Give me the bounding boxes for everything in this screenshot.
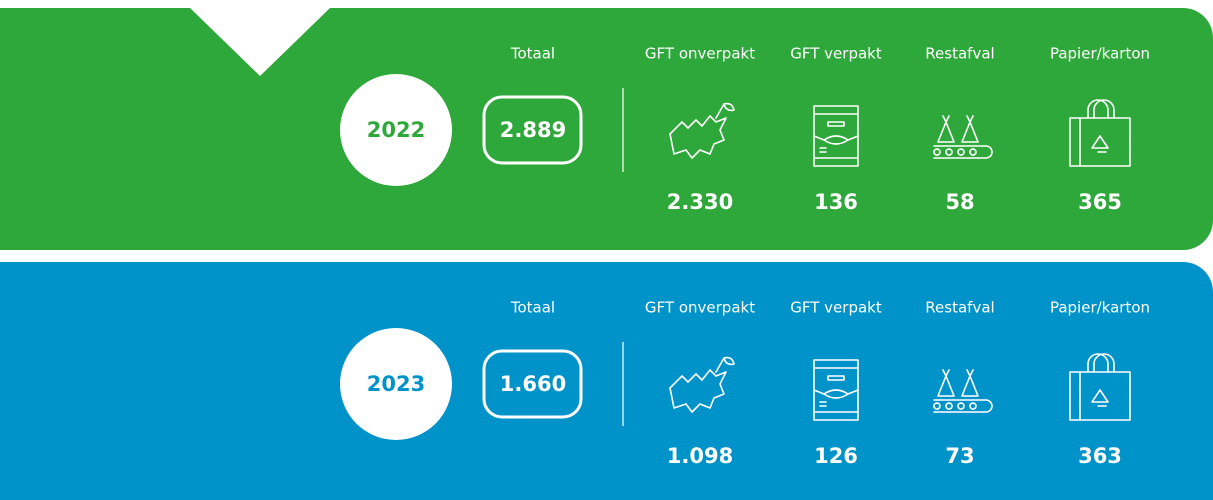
category-icon	[813, 105, 859, 167]
category-icon	[933, 369, 993, 413]
category-icon	[669, 102, 735, 159]
category-label: Papier/karton	[1050, 45, 1150, 63]
category-value: 1.098	[667, 444, 733, 468]
year: 2023	[367, 372, 425, 396]
year: 2022	[367, 118, 425, 142]
panel-background	[0, 8, 1213, 250]
year-badge	[340, 328, 452, 440]
category-label: GFT verpakt	[790, 299, 882, 317]
total-value: 2.889	[500, 118, 566, 142]
total-value: 1.660	[500, 372, 566, 396]
total-label: Totaal	[510, 45, 555, 63]
total-label: Totaal	[510, 299, 555, 317]
category-value: 126	[814, 444, 858, 468]
category-label: GFT onverpakt	[645, 45, 755, 63]
category-icon	[1069, 353, 1131, 421]
year-panel: 2022 Totaal 2.889 GFT onverpakt 2.330 GFT ver…	[0, 8, 1213, 250]
year-panel: 2023 Totaal 1.660 GFT onverpakt 1.098 GFT ver…	[0, 262, 1213, 500]
category-label: GFT onverpakt	[645, 299, 755, 317]
category-label: GFT verpakt	[790, 45, 882, 63]
total-box	[482, 95, 583, 165]
category-value: 363	[1078, 444, 1122, 468]
category-value: 73	[945, 444, 974, 468]
panel-background	[0, 262, 1213, 500]
category-label: Restafval	[925, 45, 994, 63]
category-label: Restafval	[925, 299, 994, 317]
year-badge	[340, 74, 452, 186]
category-icon	[669, 356, 735, 413]
category-icon	[1069, 99, 1131, 167]
category-value: 136	[814, 190, 858, 214]
category-label: Papier/karton	[1050, 299, 1150, 317]
category-value: 58	[945, 190, 974, 214]
category-value: 365	[1078, 190, 1122, 214]
category-value: 2.330	[667, 190, 733, 214]
total-box	[482, 349, 583, 419]
notch	[190, 8, 330, 76]
category-icon	[933, 115, 993, 159]
category-icon	[813, 359, 859, 421]
